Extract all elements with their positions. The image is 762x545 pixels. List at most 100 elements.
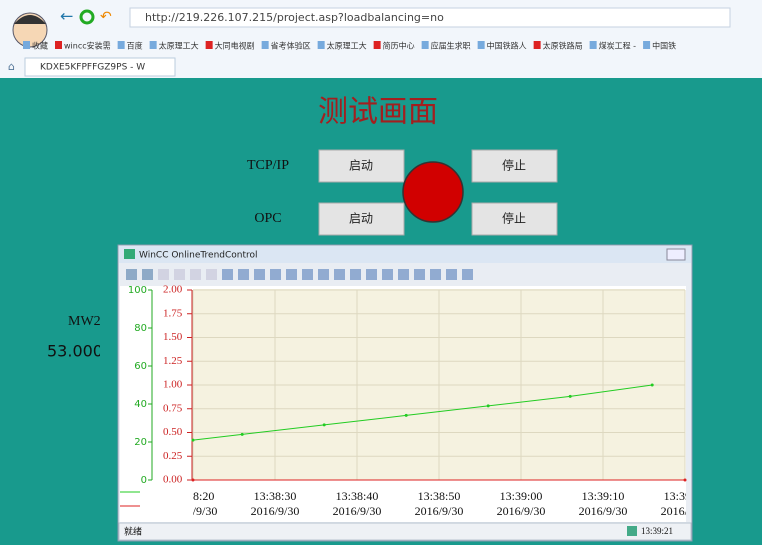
tool-icon[interactable] bbox=[286, 269, 297, 280]
home-button[interactable]: ⌂ bbox=[8, 60, 15, 73]
bookmark-icon bbox=[374, 41, 381, 49]
tool-icon[interactable] bbox=[190, 269, 201, 280]
bookmark[interactable]: 应届生求职 bbox=[431, 41, 471, 51]
bookmark[interactable]: 太原理工大 bbox=[159, 41, 199, 51]
tool-icon[interactable] bbox=[142, 269, 153, 280]
y2-tick-label: 0.00 bbox=[163, 474, 183, 486]
button-label: 停止 bbox=[502, 158, 526, 173]
button-label: 启动 bbox=[349, 159, 373, 173]
y-tick-label: 20 bbox=[134, 437, 147, 448]
y2-tick-label: 1.00 bbox=[163, 379, 183, 391]
bookmark[interactable]: 太原理工大 bbox=[327, 41, 367, 51]
url: http://219.226.107.215/project.asp?loadb… bbox=[145, 11, 444, 24]
bookmark-icon bbox=[118, 41, 125, 49]
status-bar bbox=[119, 523, 691, 540]
tool-icon[interactable] bbox=[334, 269, 345, 280]
tab-title: KDXE5KFPFFGZ9PS - W bbox=[40, 63, 145, 73]
x-tick-label: 13:39:10 bbox=[582, 489, 625, 503]
tool-icon[interactable] bbox=[302, 269, 313, 280]
y2-tick-label: 1.25 bbox=[163, 355, 183, 367]
bookmarks-bar: 收藏 wincc安装需 百度 太原理工大 大同电视剧 省考体验区 太原理工大 简历中心 应届生求… bbox=[23, 41, 676, 51]
bookmark-icon bbox=[23, 41, 30, 49]
tool-icon[interactable] bbox=[350, 269, 361, 280]
page-title: 测试画面 bbox=[318, 95, 438, 130]
data-point bbox=[684, 479, 687, 482]
bookmark-icon bbox=[206, 41, 213, 49]
undo-button[interactable]: ↶ bbox=[100, 9, 112, 25]
close-button[interactable] bbox=[667, 249, 685, 260]
bookmark-icon bbox=[262, 41, 269, 49]
tool-icon[interactable] bbox=[222, 269, 233, 280]
button-label: 启动 bbox=[349, 212, 373, 226]
data-point bbox=[569, 395, 572, 398]
y-tick-label: 80 bbox=[134, 323, 147, 334]
tool-icon[interactable] bbox=[382, 269, 393, 280]
bookmark[interactable]: wincc安装需 bbox=[64, 41, 111, 51]
tool-icon[interactable] bbox=[446, 269, 457, 280]
row-label: OPC bbox=[254, 211, 281, 226]
page: ← ↶ http://219.226.107.215/project.asp?l… bbox=[0, 0, 762, 545]
y2-tick-label: 1.50 bbox=[163, 331, 183, 343]
bookmark[interactable]: 太原铁路局 bbox=[543, 41, 583, 51]
tool-icon[interactable] bbox=[126, 269, 137, 280]
data-point bbox=[192, 439, 195, 442]
bookmark[interactable]: 大同电视剧 bbox=[215, 41, 255, 51]
bookmark-icon bbox=[318, 41, 325, 49]
y2-tick-label: 0.75 bbox=[163, 402, 183, 414]
x-tick-sublabel: 2016/9/30 bbox=[497, 504, 546, 518]
tool-icon[interactable] bbox=[430, 269, 441, 280]
x-tick-label: 13:38:50 bbox=[418, 489, 461, 503]
y-tick-label: 100 bbox=[128, 285, 147, 296]
x-tick-label: 13:39:00 bbox=[500, 489, 543, 503]
tool-icon[interactable] bbox=[462, 269, 473, 280]
y2-tick-label: 2.00 bbox=[163, 284, 183, 296]
tool-icon[interactable] bbox=[318, 269, 329, 280]
data-point bbox=[651, 384, 654, 387]
x-tick-sublabel: 2016/9/30 bbox=[251, 504, 300, 518]
y2-tick-label: 0.50 bbox=[163, 426, 183, 438]
y-tick-label: 0 bbox=[141, 475, 147, 486]
bookmark[interactable]: 煤炭工程 - bbox=[599, 41, 637, 51]
bookmark-icon bbox=[150, 41, 157, 49]
status-text: 就绪 bbox=[124, 526, 142, 538]
bookmark[interactable]: 收藏 bbox=[32, 41, 48, 51]
tool-icon[interactable] bbox=[238, 269, 249, 280]
tool-icon[interactable] bbox=[206, 269, 217, 280]
bookmark[interactable]: 中国铁 bbox=[652, 41, 676, 51]
tool-icon[interactable] bbox=[366, 269, 377, 280]
tool-icon[interactable] bbox=[414, 269, 425, 280]
x-tick-sublabel: 2016/9/30 bbox=[333, 504, 382, 518]
tool-icon[interactable] bbox=[270, 269, 281, 280]
y2-tick-label: 1.75 bbox=[163, 307, 183, 319]
tool-icon[interactable] bbox=[398, 269, 409, 280]
data-point bbox=[487, 404, 490, 407]
bookmark-icon bbox=[590, 41, 597, 49]
bookmark[interactable]: 中国铁路人 bbox=[487, 41, 527, 51]
x-tick-label: 13:38:30 bbox=[254, 489, 297, 503]
x-tick-sublabel: 2016/9/30 bbox=[579, 504, 628, 518]
bookmark-icon bbox=[478, 41, 485, 49]
data-point bbox=[323, 423, 326, 426]
bookmark-icon bbox=[422, 41, 429, 49]
status-time: 13:39:21 bbox=[641, 526, 673, 536]
x-tick-sublabel: 2016/9/30 bbox=[415, 504, 464, 518]
screen: ← ↶ http://219.226.107.215/project.asp?l… bbox=[0, 0, 762, 545]
tool-icon[interactable] bbox=[158, 269, 169, 280]
tool-icon[interactable] bbox=[174, 269, 185, 280]
bookmark[interactable]: 百度 bbox=[127, 41, 143, 51]
bookmark[interactable]: 省考体验区 bbox=[271, 41, 311, 51]
button-label: 停止 bbox=[502, 211, 526, 226]
bookmark-icon bbox=[55, 41, 62, 49]
y-tick-label: 40 bbox=[134, 399, 147, 410]
window-icon bbox=[124, 249, 135, 259]
data-point bbox=[192, 479, 195, 482]
window-title: WinCC OnlineTrendControl bbox=[139, 251, 258, 261]
tag-value: 53.000 bbox=[47, 342, 103, 361]
back-button[interactable]: ← bbox=[60, 7, 73, 26]
bookmark-icon bbox=[534, 41, 541, 49]
y2-tick-label: 0.25 bbox=[163, 450, 183, 462]
status-indicator bbox=[403, 162, 463, 222]
tool-icon[interactable] bbox=[254, 269, 265, 280]
bookmark[interactable]: 简历中心 bbox=[383, 41, 415, 51]
clock-icon bbox=[627, 526, 637, 536]
